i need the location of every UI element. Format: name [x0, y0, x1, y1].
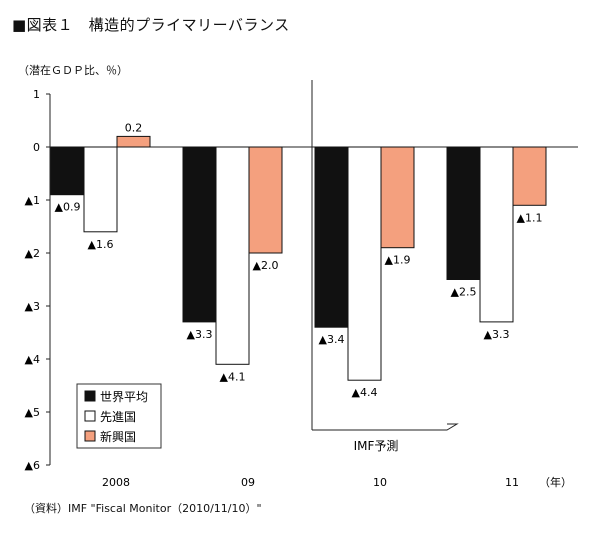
bar-世界平均-10: [314, 146, 349, 328]
bar-先進国-2008: [83, 146, 118, 233]
bar-先進国-09: [215, 146, 250, 365]
source-note: （資料）IMF "Fiscal Monitor（2010/11/10）": [24, 502, 262, 515]
data-label: ▲1.6: [88, 238, 114, 251]
y-tick-label: ▲4: [25, 353, 40, 366]
legend-label: 世界平均: [100, 390, 148, 404]
data-label: ▲2.0: [253, 259, 279, 272]
data-label: ▲3.3: [187, 328, 213, 341]
x-axis-unit-label: （年）: [539, 475, 572, 489]
y-axis-unit-label: （潜在ＧＤＰ比、％）: [18, 64, 128, 77]
bar-新興国-11: [512, 146, 547, 206]
x-tick-label: 09: [241, 476, 255, 489]
x-tick-label: 2008: [102, 476, 130, 489]
data-label: ▲3.3: [484, 328, 510, 341]
bar-新興国-10: [380, 146, 415, 249]
data-label: ▲1.1: [517, 211, 543, 224]
legend-swatch: [84, 430, 96, 442]
forecast-marker: IMF予測: [311, 80, 459, 453]
y-tick-label: ▲3: [25, 300, 40, 313]
legend-label: 先進国: [100, 410, 136, 424]
forecast-label: IMF予測: [354, 439, 399, 453]
data-label: ▲4.4: [352, 386, 378, 399]
bar-先進国-10: [347, 146, 382, 381]
data-label: ▲0.9: [55, 201, 81, 214]
y-tick-label: ▲1: [25, 194, 40, 207]
bar-先進国-11: [479, 146, 514, 323]
data-label: ▲4.1: [220, 370, 246, 383]
data-labels: ▲0.9 ▲3.3 ▲3.4 ▲2.5 ▲1.6 ▲4.1 ▲4.4 ▲3.3 0.2 ▲2.0 ▲…: [55, 121, 543, 399]
data-label: ▲3.4: [319, 333, 345, 346]
bars: [50, 135, 547, 381]
bar-新興国-09: [248, 146, 283, 254]
y-tick-label: ▲6: [25, 459, 40, 472]
data-label: ▲2.5: [451, 286, 477, 299]
x-tick-label: 10: [373, 476, 387, 489]
data-label: 0.2: [125, 121, 143, 134]
y-tick-label: ▲2: [25, 247, 40, 260]
forecast-arrow: [312, 423, 459, 431]
legend-swatch: [84, 390, 96, 402]
y-tick-label: ▲5: [25, 406, 40, 419]
chart-title: ■図表１ 構造的プライマリーバランス: [12, 16, 290, 34]
bar-世界平均-2008: [50, 146, 85, 196]
bar-世界平均-09: [182, 146, 217, 323]
data-label: ▲1.9: [385, 254, 411, 267]
x-tick-label: 11: [505, 476, 519, 489]
bar-新興国-2008: [116, 135, 151, 148]
legend-label: 新興国: [100, 429, 136, 444]
bar-世界平均-11: [446, 146, 481, 280]
y-tick-label: 1: [33, 88, 40, 101]
y-tick-label: 0: [33, 141, 40, 154]
legend-swatch: [84, 410, 96, 422]
